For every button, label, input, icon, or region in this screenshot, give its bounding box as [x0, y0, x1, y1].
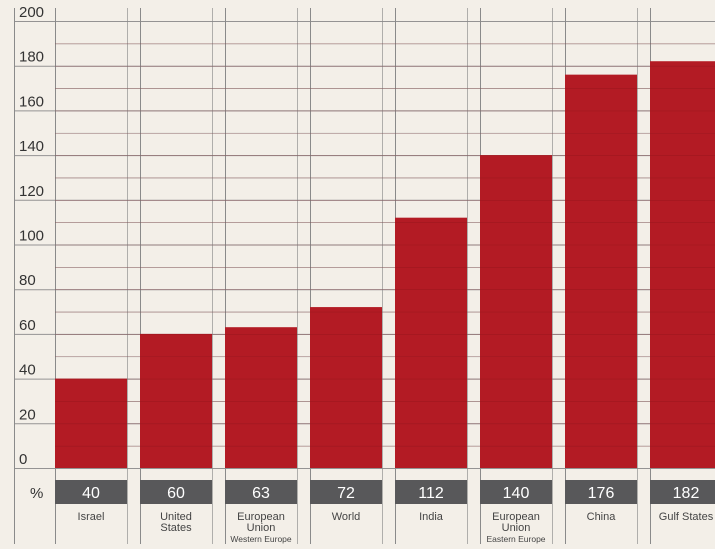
- y-tick-label: 20: [19, 406, 36, 423]
- category-label: Western Europe: [230, 534, 292, 544]
- value-box: [55, 480, 127, 504]
- bar: [225, 327, 297, 468]
- value-label: 60: [167, 485, 185, 502]
- value-box: [310, 480, 382, 504]
- value-box: [395, 480, 467, 504]
- value-label: 140: [503, 485, 530, 502]
- y-tick-label: 140: [19, 138, 44, 155]
- category-label: European: [492, 511, 540, 523]
- value-label: 182: [673, 485, 700, 502]
- value-row-unit: %: [30, 485, 43, 502]
- category-label: China: [587, 511, 617, 523]
- y-tick-label: 40: [19, 362, 36, 379]
- value-label: 40: [82, 485, 100, 502]
- value-label: 112: [418, 485, 444, 502]
- value-box: [565, 480, 637, 504]
- category-label: World: [332, 511, 361, 523]
- category-label: States: [160, 522, 192, 534]
- bar: [480, 155, 552, 468]
- y-tick-label: 80: [19, 272, 36, 289]
- y-tick-label: 100: [19, 228, 44, 245]
- y-tick-label: 60: [19, 317, 36, 334]
- bar: [395, 217, 467, 468]
- value-box: [650, 480, 715, 504]
- bar: [650, 61, 715, 468]
- y-tick-label: 160: [19, 93, 44, 110]
- category-label: Union: [247, 522, 276, 534]
- category-label: Gulf States: [659, 511, 714, 523]
- value-box: [140, 480, 212, 504]
- category-label: Union: [502, 522, 531, 534]
- category-label: European: [237, 511, 285, 523]
- bar: [310, 307, 382, 468]
- y-tick-label: 200: [19, 4, 44, 21]
- category-label: Israel: [78, 511, 105, 523]
- value-label: 72: [337, 485, 355, 502]
- bar: [140, 333, 212, 468]
- value-label: 176: [588, 485, 615, 502]
- category-label: United: [160, 511, 192, 523]
- category-label: Eastern Europe: [486, 534, 545, 544]
- y-tick-label: 120: [19, 183, 44, 200]
- value-label: 63: [252, 485, 270, 502]
- bar: [55, 378, 127, 468]
- y-tick-label: 0: [19, 451, 27, 468]
- y-tick-label: 180: [19, 49, 44, 66]
- category-label: India: [419, 511, 444, 523]
- bar: [565, 74, 637, 468]
- value-box: [480, 480, 552, 504]
- value-box: [225, 480, 297, 504]
